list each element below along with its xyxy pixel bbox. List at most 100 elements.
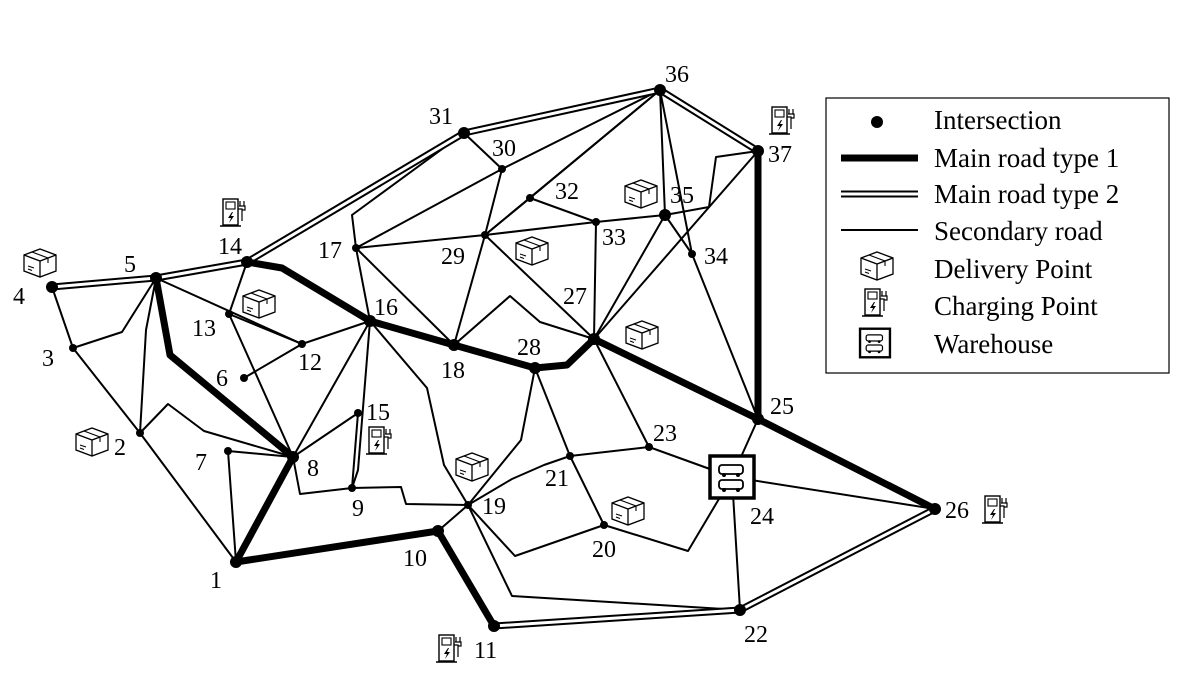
road-secondary-17-31 xyxy=(351,132,465,249)
node-label-14: 14 xyxy=(218,234,242,260)
intersection-node-23 xyxy=(645,443,653,451)
road-main-1-8-5 xyxy=(152,274,297,461)
road-secondary-9-19 xyxy=(351,486,469,506)
node-label-34: 34 xyxy=(704,244,728,270)
road-main-2-4-5-inner xyxy=(51,276,157,289)
road-secondary-18-27 xyxy=(453,295,595,346)
intersection-node-2 xyxy=(136,429,144,437)
road-main-2-11-22-inner xyxy=(493,608,741,628)
node-label-24: 24 xyxy=(750,504,774,530)
road-secondary-4-3 xyxy=(51,286,74,349)
legend-label-secondary-road: Secondary road xyxy=(934,216,1103,246)
road-main-2-22-26-inner xyxy=(739,507,936,612)
intersection-node-22 xyxy=(734,604,746,616)
road-main-1-10-11 xyxy=(434,527,498,630)
intersection-node-21 xyxy=(566,452,574,460)
node-label-10: 10 xyxy=(403,546,427,572)
node-label-17: 17 xyxy=(318,238,342,264)
intersection-node-30 xyxy=(498,165,506,173)
road-secondary-27-23 xyxy=(593,338,650,448)
node-label-20: 20 xyxy=(592,537,616,563)
node-label-25: 25 xyxy=(770,394,794,420)
road-secondary-24-26 xyxy=(731,476,936,510)
delivery-point-icon-20 xyxy=(611,496,645,526)
intersection-node-33 xyxy=(592,218,600,226)
intersection-node-9 xyxy=(348,484,356,492)
road-main-1-1-10 xyxy=(232,527,442,566)
intersection-node-17 xyxy=(352,244,360,252)
delivery-point-icon-13 xyxy=(242,289,276,319)
node-label-4: 4 xyxy=(13,284,25,310)
road-secondary-30-29 xyxy=(484,168,503,236)
road-secondary-21-20 xyxy=(569,455,605,526)
node-label-13: 13 xyxy=(192,316,216,342)
intersection-node-19 xyxy=(464,501,472,509)
delivery-point-icon-29 xyxy=(515,236,549,266)
road-secondary-35-34 xyxy=(664,214,693,255)
intersection-node-34 xyxy=(688,250,696,258)
legend-label-intersection: Intersection xyxy=(934,105,1062,135)
delivery-point-icon-19 xyxy=(455,452,489,482)
intersection-node-18 xyxy=(448,339,460,351)
charging-point-icon-37 xyxy=(768,106,795,135)
road-secondary-2-8 xyxy=(139,403,294,458)
road-secondary-19-21 xyxy=(467,455,571,506)
charging-point-icon-15 xyxy=(365,426,392,455)
node-label-21: 21 xyxy=(545,466,569,492)
road-secondary-9-15 xyxy=(351,412,359,489)
road-secondary-32-33 xyxy=(529,197,597,223)
road-secondary-9-16 xyxy=(351,320,371,489)
charging-point-icon-11 xyxy=(435,634,462,663)
intersection-node-6 xyxy=(240,374,248,382)
node-label-32: 32 xyxy=(555,179,579,205)
road-secondary-19-20 xyxy=(467,504,605,557)
intersection-node-20 xyxy=(600,521,608,529)
road-secondary-19-22 xyxy=(467,504,741,611)
road-secondary-3-5 xyxy=(72,277,157,349)
road-secondary-17-29 xyxy=(355,234,486,249)
intersection-node-16 xyxy=(364,315,376,327)
road-secondary-29-18 xyxy=(453,234,486,346)
road-secondary-36-34 xyxy=(659,89,693,255)
road-secondary-31-30 xyxy=(463,132,503,170)
node-label-19: 19 xyxy=(482,494,506,520)
delivery-point-icon-35 xyxy=(624,179,658,209)
road-secondary-29-33 xyxy=(484,221,597,236)
road-main-1-25-26 xyxy=(754,415,939,513)
delivery-point-icon-4 xyxy=(23,248,57,278)
legend-intersection-dot xyxy=(871,116,883,128)
node-label-35: 35 xyxy=(670,183,694,209)
road-secondary-17-30 xyxy=(355,168,503,249)
node-label-22: 22 xyxy=(744,622,768,648)
intersection-node-31 xyxy=(458,127,470,139)
intersection-node-7 xyxy=(224,447,232,455)
road-secondary-17-16 xyxy=(355,247,371,322)
road-secondary-13-12 xyxy=(228,313,303,345)
node-label-37: 37 xyxy=(768,142,792,168)
road-main-2-31-36-inner xyxy=(463,88,661,135)
legend-frame xyxy=(825,97,1170,374)
road-secondary-13-8 xyxy=(228,313,294,458)
intersection-node-12 xyxy=(298,340,306,348)
legend-label-main-road-1: Main road type 1 xyxy=(934,143,1119,173)
node-label-30: 30 xyxy=(492,136,516,162)
legend-label-main-road-2: Main road type 2 xyxy=(934,179,1119,209)
road-secondary-35-36 xyxy=(659,89,666,216)
intersection-node-26 xyxy=(929,503,941,515)
node-label-15: 15 xyxy=(366,400,390,426)
road-secondary-37-27 xyxy=(593,150,759,340)
charging-point-icon-26 xyxy=(981,495,1008,524)
road-secondary-35-27 xyxy=(593,214,666,340)
road-secondary-8-9 xyxy=(292,456,353,495)
node-label-18: 18 xyxy=(441,358,465,384)
node-label-23: 23 xyxy=(653,421,677,447)
road-secondary-30-36 xyxy=(501,89,661,170)
road-secondary-28-19 xyxy=(467,367,536,506)
node-label-11: 11 xyxy=(474,638,497,664)
road-main-1-16-18 xyxy=(366,317,458,349)
road-secondary-32-36 xyxy=(529,89,661,199)
intersection-node-25 xyxy=(752,413,764,425)
road-secondary-7-1 xyxy=(227,450,237,563)
node-label-31: 31 xyxy=(429,104,453,130)
